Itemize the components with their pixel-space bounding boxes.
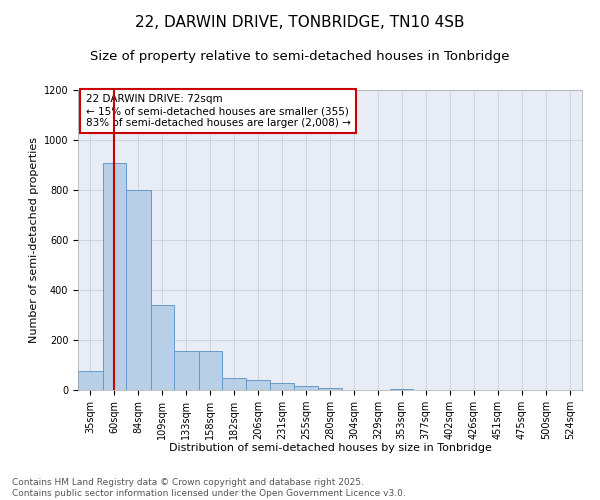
Bar (126, 190, 151, 390)
Bar (245, 380, 270, 390)
Bar (78, 371, 103, 390)
Y-axis label: Number of semi-detached properties: Number of semi-detached properties (29, 137, 40, 343)
Bar (151, 305, 174, 390)
Text: 22, DARWIN DRIVE, TONBRIDGE, TN10 4SB: 22, DARWIN DRIVE, TONBRIDGE, TN10 4SB (135, 15, 465, 30)
X-axis label: Distribution of semi-detached houses by size in Tonbridge: Distribution of semi-detached houses by … (169, 444, 491, 454)
Bar (270, 382, 294, 390)
Bar (318, 388, 342, 390)
Text: Contains HM Land Registry data © Crown copyright and database right 2025.
Contai: Contains HM Land Registry data © Crown c… (12, 478, 406, 498)
Bar (390, 389, 413, 390)
Bar (199, 351, 222, 390)
Bar (103, 162, 126, 390)
Bar (294, 386, 318, 390)
Text: 22 DARWIN DRIVE: 72sqm
← 15% of semi-detached houses are smaller (355)
83% of se: 22 DARWIN DRIVE: 72sqm ← 15% of semi-det… (86, 94, 350, 128)
Bar (174, 351, 199, 390)
Text: Size of property relative to semi-detached houses in Tonbridge: Size of property relative to semi-detach… (90, 50, 510, 63)
Bar (222, 378, 245, 390)
